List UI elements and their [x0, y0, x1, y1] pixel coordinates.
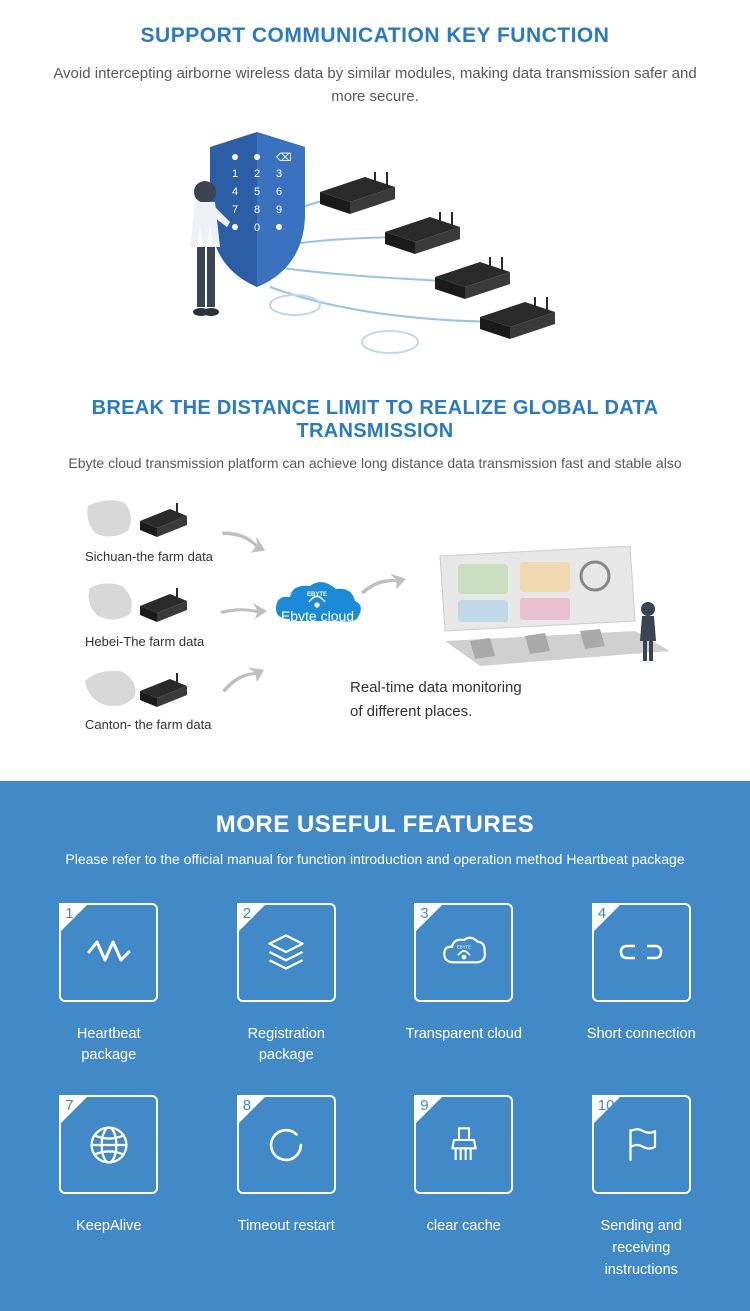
cloud-icon: EBYTE: [440, 928, 488, 976]
section1-illustration: ⌫ 123 456 789 0: [165, 127, 585, 357]
section3-title: MORE USEFUL FEATURES: [30, 811, 720, 839]
feature-label: Short connection: [583, 1024, 701, 1046]
feature-card: 8 Timeout restart: [228, 1095, 346, 1281]
brush-icon: [440, 1121, 488, 1169]
feature-card: 3 EBYTE Transparent cloud: [405, 903, 523, 1068]
monitoring-station: [410, 546, 685, 681]
location-label: Hebei-The farm data: [85, 634, 204, 649]
router-device: [380, 212, 465, 257]
link-icon: [617, 928, 665, 976]
restart-icon: [262, 1121, 310, 1169]
section1-title: SUPPORT COMMUNICATION KEY FUNCTION: [40, 24, 710, 48]
location-device: [80, 661, 190, 716]
section2-title: BREAK THE DISTANCE LIMIT TO REALIZE GLOB…: [12, 397, 738, 443]
svg-text:9: 9: [276, 204, 282, 216]
person-illustration: [175, 177, 235, 332]
location-label: Canton- the farm data: [85, 717, 211, 732]
arrow-icon: [215, 596, 270, 626]
feature-card: 2 Registration package: [228, 903, 346, 1068]
svg-text:6: 6: [276, 186, 282, 198]
feature-label: clear cache: [405, 1216, 523, 1238]
location-label: Sichuan-the farm data: [85, 549, 213, 564]
section-distance-limit: BREAK THE DISTANCE LIMIT TO REALIZE GLOB…: [0, 377, 750, 781]
realtime-text: Real-time data monitoring of different p…: [350, 676, 522, 724]
flag-icon: [617, 1121, 665, 1169]
globe-icon: [85, 1121, 133, 1169]
section1-subtitle: Avoid intercepting airborne wireless dat…: [40, 62, 710, 109]
feature-label: Timeout restart: [228, 1216, 346, 1238]
arrow-icon: [211, 515, 274, 565]
layers-icon: [262, 928, 310, 976]
section3-subtitle: Please refer to the official manual for …: [30, 851, 720, 867]
svg-text:8: 8: [254, 204, 260, 216]
cloud-label: Ebyte cloud: [270, 608, 365, 624]
router-device: [475, 297, 560, 342]
svg-text:3: 3: [276, 168, 282, 180]
location-device: [80, 576, 190, 631]
heartbeat-icon: [85, 928, 133, 976]
feature-card: 9 clear cache: [405, 1095, 523, 1281]
svg-text:⌫: ⌫: [276, 152, 292, 164]
svg-text:EBYTE: EBYTE: [457, 945, 471, 950]
feature-card: 1 Heartbeat package: [50, 903, 168, 1068]
features-grid: 1 Heartbeat package 2 Registration packa…: [30, 903, 720, 1282]
location-device: [80, 491, 190, 546]
feature-label: Heartbeat package: [50, 1024, 168, 1068]
svg-text:5: 5: [254, 186, 260, 198]
arrow-icon: [211, 655, 274, 705]
feature-label: Sending and receiving instructions: [583, 1216, 701, 1281]
section-features: MORE USEFUL FEATURES Please refer to the…: [0, 781, 750, 1311]
section2-illustration: Sichuan-the farm data Hebei-The farm dat…: [65, 491, 685, 751]
feature-label: Registration package: [228, 1024, 346, 1068]
feature-card: 4 Short connection: [583, 903, 701, 1068]
svg-text:2: 2: [254, 168, 260, 180]
router-device: [430, 257, 515, 302]
feature-card: 7 KeepAlive: [50, 1095, 168, 1281]
feature-card: 10 Sending and receiving instructions: [583, 1095, 701, 1281]
section-communication-key: SUPPORT COMMUNICATION KEY FUNCTION Avoid…: [0, 0, 750, 377]
cloud-brand: EBYTE: [307, 592, 327, 598]
section2-subtitle: Ebyte cloud transmission platform can ac…: [12, 455, 738, 471]
svg-text:0: 0: [254, 222, 260, 234]
feature-label: KeepAlive: [50, 1216, 168, 1238]
feature-label: Transparent cloud: [405, 1024, 523, 1046]
router-device: [315, 172, 400, 217]
